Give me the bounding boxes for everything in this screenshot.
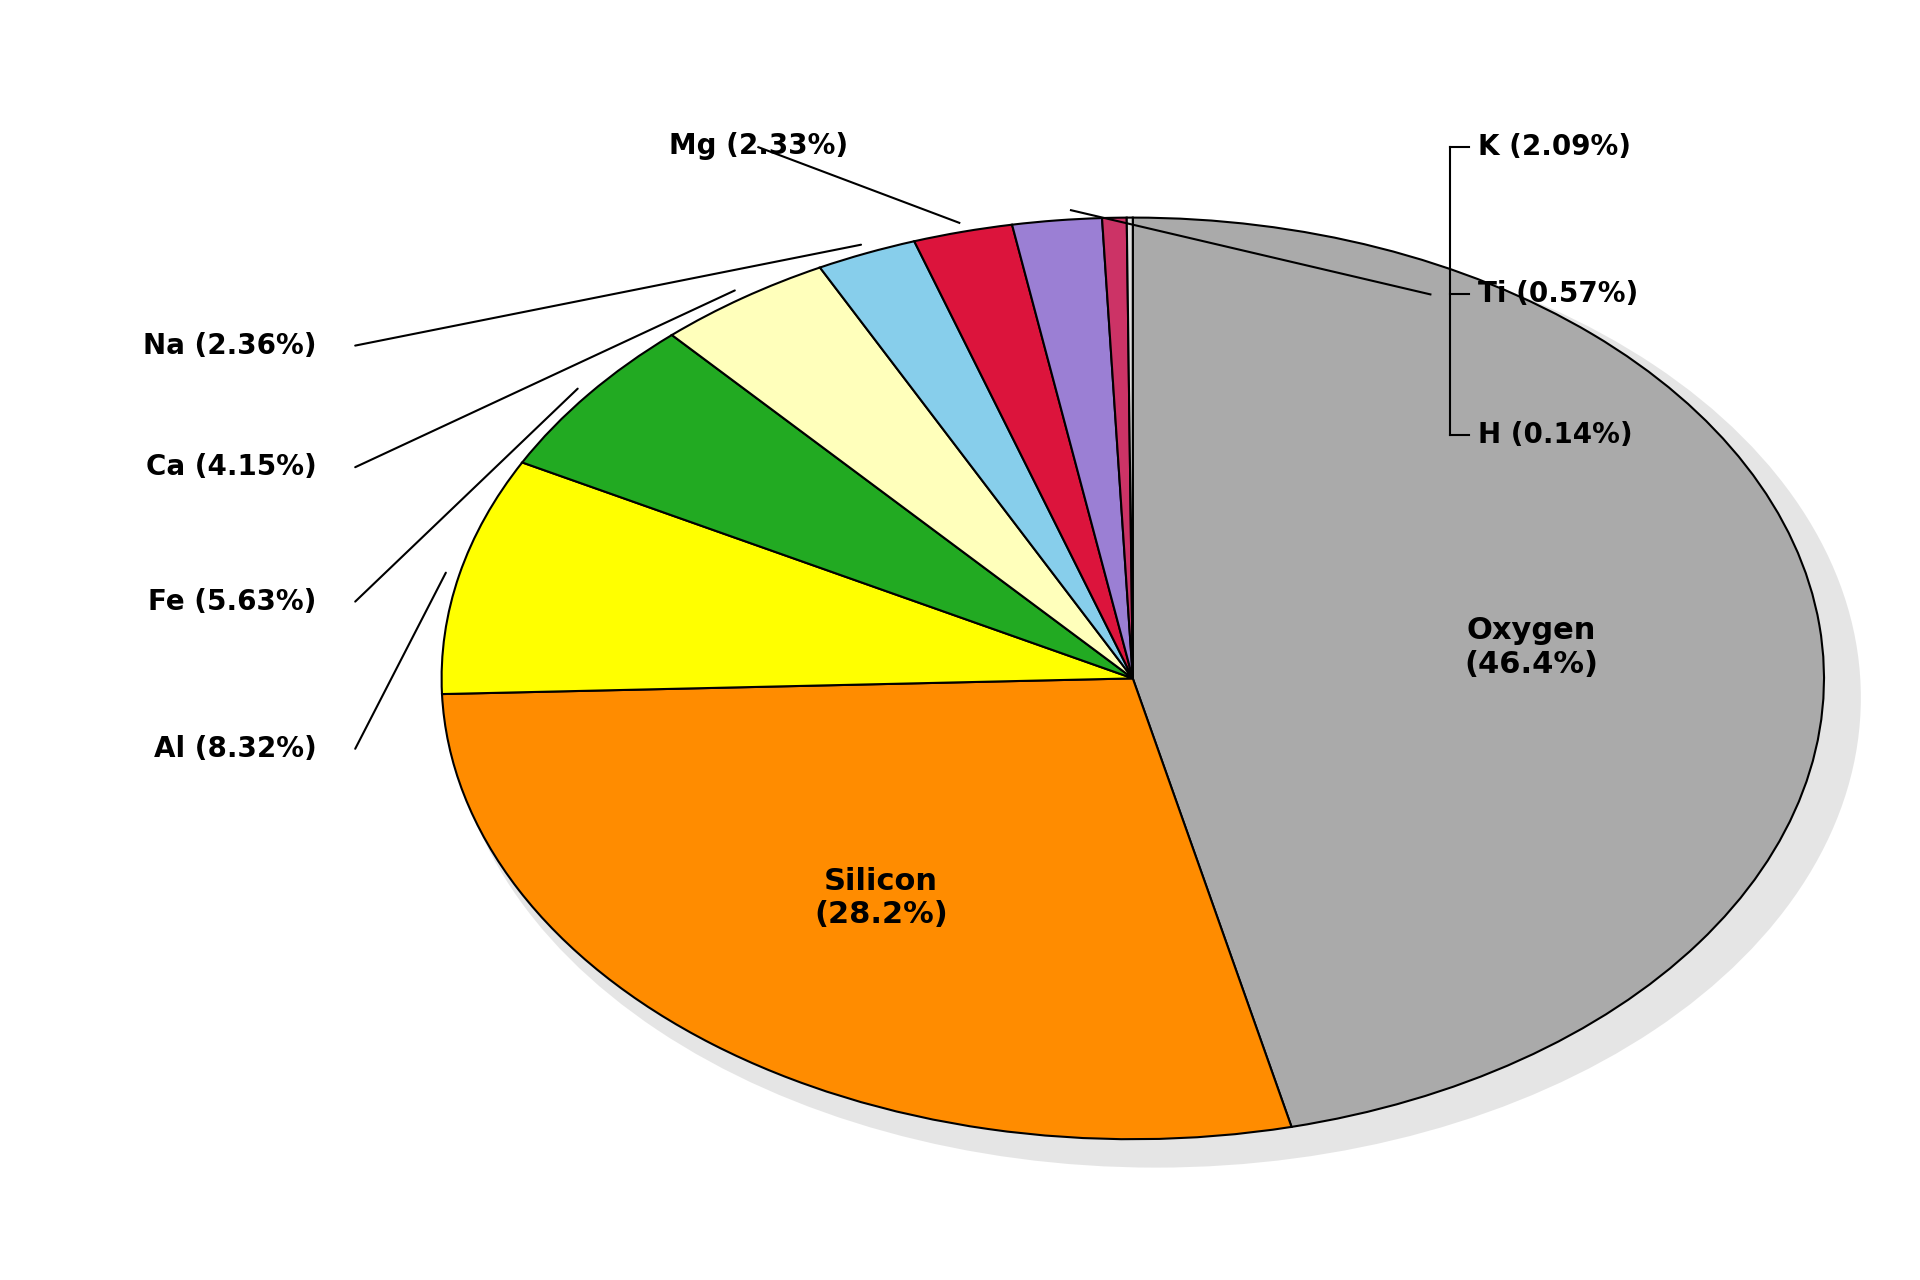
Text: Na (2.36%): Na (2.36%) [144, 332, 317, 360]
Wedge shape [914, 225, 1133, 678]
Wedge shape [442, 678, 1292, 1139]
Wedge shape [672, 268, 1133, 678]
Wedge shape [1127, 218, 1133, 678]
Text: Fe (5.63%): Fe (5.63%) [148, 588, 317, 616]
Wedge shape [522, 335, 1133, 678]
Text: Oxygen
(46.4%): Oxygen (46.4%) [1465, 616, 1597, 678]
Text: Ca (4.15%): Ca (4.15%) [146, 453, 317, 481]
Wedge shape [442, 462, 1133, 694]
Text: Silicon
(28.2%): Silicon (28.2%) [814, 867, 948, 929]
Text: H (0.14%): H (0.14%) [1478, 421, 1634, 449]
Ellipse shape [451, 228, 1860, 1167]
Text: Ti (0.57%): Ti (0.57%) [1478, 280, 1638, 308]
Text: Al (8.32%): Al (8.32%) [154, 735, 317, 763]
Wedge shape [1012, 218, 1133, 678]
Wedge shape [820, 241, 1133, 678]
Wedge shape [1102, 218, 1133, 678]
Text: K (2.09%): K (2.09%) [1478, 133, 1632, 161]
Wedge shape [1133, 218, 1824, 1126]
Text: Mg (2.33%): Mg (2.33%) [668, 132, 849, 160]
